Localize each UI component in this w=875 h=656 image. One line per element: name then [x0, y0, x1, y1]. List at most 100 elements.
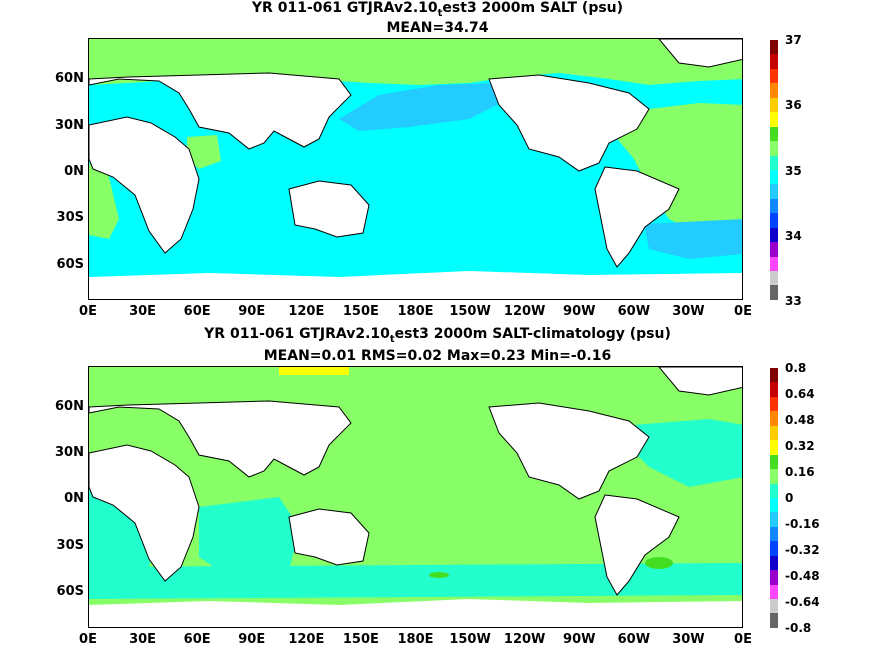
panel2-colorbar-swatch: [770, 469, 778, 484]
panel2-title: YR 011-061 GTJRAv2.10test3 2000m SALT-cl…: [0, 326, 875, 348]
panel1-subtitle: MEAN=34.74: [386, 20, 489, 36]
panel2-colorbar-swatch: [770, 613, 778, 628]
panel2-colorbar-swatch: [770, 411, 778, 426]
panel2-colorbar-label: -0.64: [785, 595, 820, 609]
panel1-eurasia: [89, 72, 352, 150]
panel1-continents: [89, 39, 742, 268]
panel1-south-america: [594, 166, 680, 268]
panel2-lon-label: 150W: [449, 632, 491, 647]
panel2-colorbar-swatch: [770, 368, 778, 383]
panel1-colorbar-swatch: [770, 271, 778, 286]
panel1-colorbar-swatch: [770, 112, 778, 127]
panel1-lon-label: 60E: [183, 304, 211, 319]
panel2-map: [88, 366, 743, 628]
panel2-colorbar: [770, 368, 778, 628]
panel1-africa: [89, 116, 200, 254]
panel1-lon-label: 120W: [503, 304, 546, 319]
panel2-colorbar-swatch: [770, 497, 778, 513]
panel1-lon-label: 90E: [238, 304, 266, 319]
panel1-colorbar-swatch: [770, 256, 778, 271]
panel1-lat-label: 0N: [64, 164, 84, 179]
panel2-colorbar-swatch: [770, 526, 778, 542]
panel1-lon-label: 0E: [734, 304, 752, 319]
panel1-colorbar-label: 35: [785, 164, 802, 178]
panel1-lat-label: 60S: [56, 257, 84, 272]
panel2-continents: [89, 367, 742, 596]
panel2-colorbar-swatch: [770, 382, 778, 397]
panel2-lon-label: 90W: [563, 632, 596, 647]
panel1-antarctica: [89, 271, 742, 299]
panel2-colorbar-label: 0: [785, 491, 794, 505]
panel2-lat-label: 0N: [64, 491, 84, 506]
panel2-colorbar-swatch: [770, 584, 778, 599]
panel2-arctic-anomaly: [279, 367, 349, 375]
panel1-colorbar-label: 34: [785, 229, 802, 243]
panel2-colorbar-swatch: [770, 512, 778, 527]
panel1-colorbar-swatch: [770, 242, 778, 257]
panel1-map: [88, 38, 743, 300]
panel2-colorbar-label: 0.32: [785, 439, 815, 453]
panel2-colorbar-swatch: [770, 555, 778, 571]
panel1-colorbar-swatch: [770, 198, 778, 214]
panel2-lon-label: 0E: [734, 632, 752, 647]
panel2-lat-label: 30S: [56, 538, 84, 553]
panel2-title-subscript: t: [389, 333, 395, 345]
panel2-title-rest: est3 2000m SALT-climatology (psu): [394, 326, 671, 342]
panel1-south-atlantic-region: [644, 219, 742, 259]
panel2-colorbar-swatch: [770, 483, 778, 498]
panel1-colorbar: [770, 40, 778, 300]
panel2-colorbar-swatch: [770, 541, 778, 556]
panel1-east-atlantic-region: [89, 164, 119, 239]
panel1-colorbar-swatch: [770, 126, 778, 142]
panel2-south-pacific-anomaly: [429, 572, 449, 578]
panel1-lon-label: 90W: [563, 304, 596, 319]
panel1-colorbar-swatch: [770, 155, 778, 170]
panel1-lon-label: 150E: [342, 304, 379, 319]
panel2-lon-label: 60W: [617, 632, 651, 647]
panel2-colorbar-swatch: [770, 599, 778, 614]
panel1-colorbar-swatch: [770, 83, 778, 98]
panel1-colorbar-label: 33: [785, 294, 802, 308]
panel2-lon-label: 60E: [183, 632, 211, 647]
panel2-south-america: [594, 494, 680, 596]
panel2-colorbar-label: 0.48: [785, 413, 815, 427]
panel1-map-svg: [89, 39, 742, 299]
panel2-subtitle: MEAN=0.01 RMS=0.02 Max=0.23 Min=-0.16: [263, 348, 612, 364]
panel2-lat-label: 60N: [55, 399, 84, 414]
panel2-lon-label: 0E: [79, 632, 97, 647]
panel2-lat-label: 60S: [56, 584, 84, 599]
panel1-north-america: [488, 74, 650, 172]
panel1-lat-label: 30S: [56, 210, 84, 225]
panel2-colorbar-label: -0.48: [785, 569, 820, 583]
panel1-lon-label: 30W: [672, 304, 705, 319]
panel1-title: YR 011-061 GTJRAv2.10test3 2000m SALT (p…: [0, 0, 875, 22]
panel1-colorbar-swatch: [770, 213, 778, 228]
panel1-atlantic-region: [609, 103, 742, 235]
panel2-south-atlantic-anomaly: [645, 557, 673, 569]
panel1-colorbar-swatch: [770, 184, 778, 199]
panel2-lon-label: 90E: [238, 632, 266, 647]
panel2-lon-label: 120E: [288, 632, 325, 647]
panel2-title-main: YR 011-061 GTJRAv2.10: [204, 326, 390, 342]
panel1-australia: [288, 180, 370, 238]
panel2-africa: [89, 444, 200, 582]
panel1-title-subscript: t: [437, 7, 443, 19]
panel1-lat-label: 60N: [55, 71, 84, 86]
panel2-colorbar-label: -0.32: [785, 543, 820, 557]
panel1-colorbar-swatch: [770, 141, 778, 156]
panel2-colorbar-swatch: [770, 440, 778, 455]
panel1-lon-label: 30E: [129, 304, 157, 319]
panel2-lon-label: 30E: [129, 632, 157, 647]
panel2-southern-ocean-anomaly: [89, 563, 742, 599]
panel1-lon-label: 180E: [397, 304, 434, 319]
panel2-lat-label: 30N: [55, 445, 84, 460]
panel1-lat-label: 30N: [55, 118, 84, 133]
panel1-colorbar-swatch: [770, 169, 778, 185]
panel1-arabian-region: [187, 135, 221, 169]
panel2-antarctica: [89, 599, 742, 627]
panel1-north-pacific-region: [339, 83, 509, 131]
panel2-north-america: [488, 402, 650, 500]
panel1-colorbar-label: 37: [785, 33, 802, 47]
panel2-lon-label: 30W: [672, 632, 705, 647]
panel2-colorbar-swatch: [770, 570, 778, 585]
